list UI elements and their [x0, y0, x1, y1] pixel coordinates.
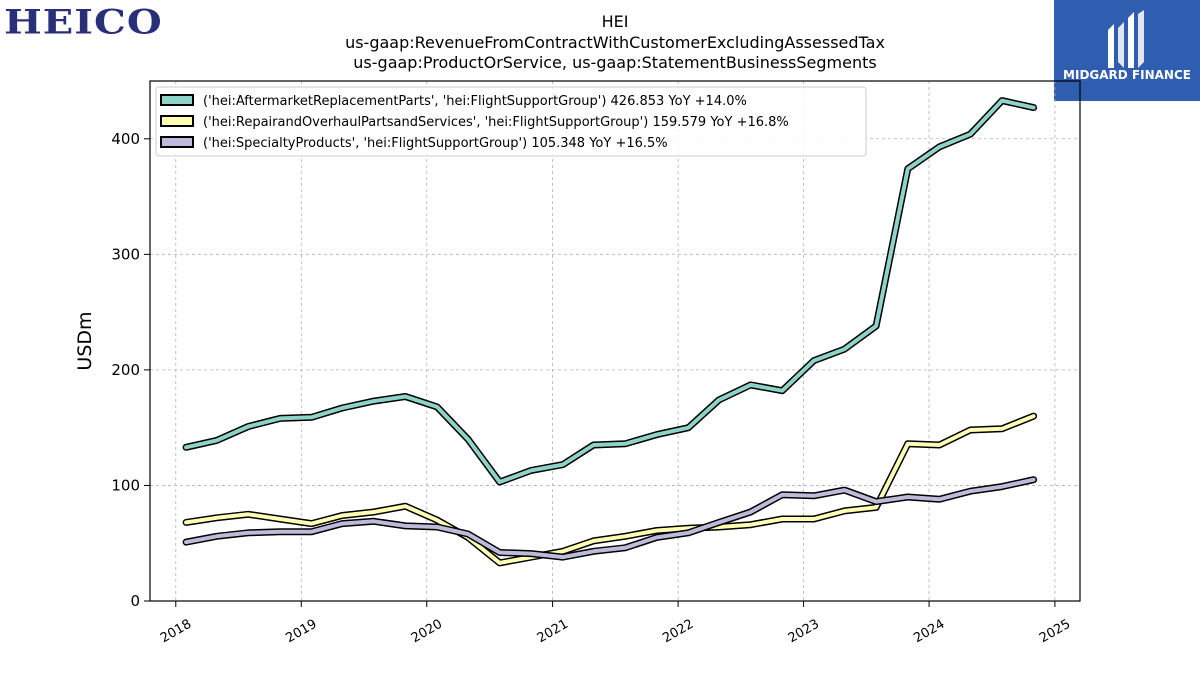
series-line-1	[184, 98, 1036, 484]
x-tick-label: 2025	[1037, 617, 1073, 647]
series-line-3	[184, 477, 1036, 560]
x-tick-label: 2023	[786, 617, 822, 647]
midgard-finance-wordmark: MIDGARD FINANCE	[1063, 68, 1191, 82]
legend-swatch	[160, 136, 194, 148]
heico-logo: HEICO	[4, 2, 163, 42]
midgard-finance-logo: MIDGARD FINANCE	[1054, 0, 1200, 101]
chart-title: HEI	[601, 12, 629, 31]
legend-entry-label: ('hei:AftermarketReplacementParts', 'hei…	[203, 94, 747, 109]
series-outline-1	[182, 97, 1038, 486]
series-outline-2	[182, 412, 1038, 567]
plot-frame	[149, 80, 1081, 602]
y-axis-label: USDm	[74, 311, 96, 370]
chart-subtitle-metric: us-gaap:RevenueFromContractWithCustomerE…	[345, 33, 885, 52]
x-tick-label: 2021	[535, 617, 571, 647]
y-tick-label: 300	[111, 245, 140, 263]
series-line-2	[184, 414, 1036, 565]
legend-swatch	[160, 94, 194, 106]
y-tick-label: 200	[111, 361, 140, 379]
midgard-m-icon	[1108, 10, 1144, 68]
x-tick-label: 2019	[283, 617, 319, 647]
y-tick-label: 100	[111, 476, 140, 494]
y-tick-label: 400	[111, 130, 140, 148]
series-outline-3	[182, 476, 1038, 561]
legend-entry-label: ('hei:SpecialtyProducts', 'hei:FlightSup…	[203, 136, 668, 151]
chart-subtitle-dimensions: us-gaap:ProductOrService, us-gaap:Statem…	[353, 53, 877, 72]
y-tick-label: 0	[130, 592, 140, 610]
legend-box	[155, 86, 867, 157]
x-tick-label: 2018	[158, 617, 194, 647]
x-tick-label: 2022	[660, 617, 696, 647]
x-tick-label: 2024	[911, 617, 947, 647]
legend-entry-label: ('hei:RepairandOverhaulPartsandServices'…	[203, 115, 789, 130]
legend-swatch	[160, 115, 194, 127]
x-tick-label: 2020	[409, 617, 445, 647]
